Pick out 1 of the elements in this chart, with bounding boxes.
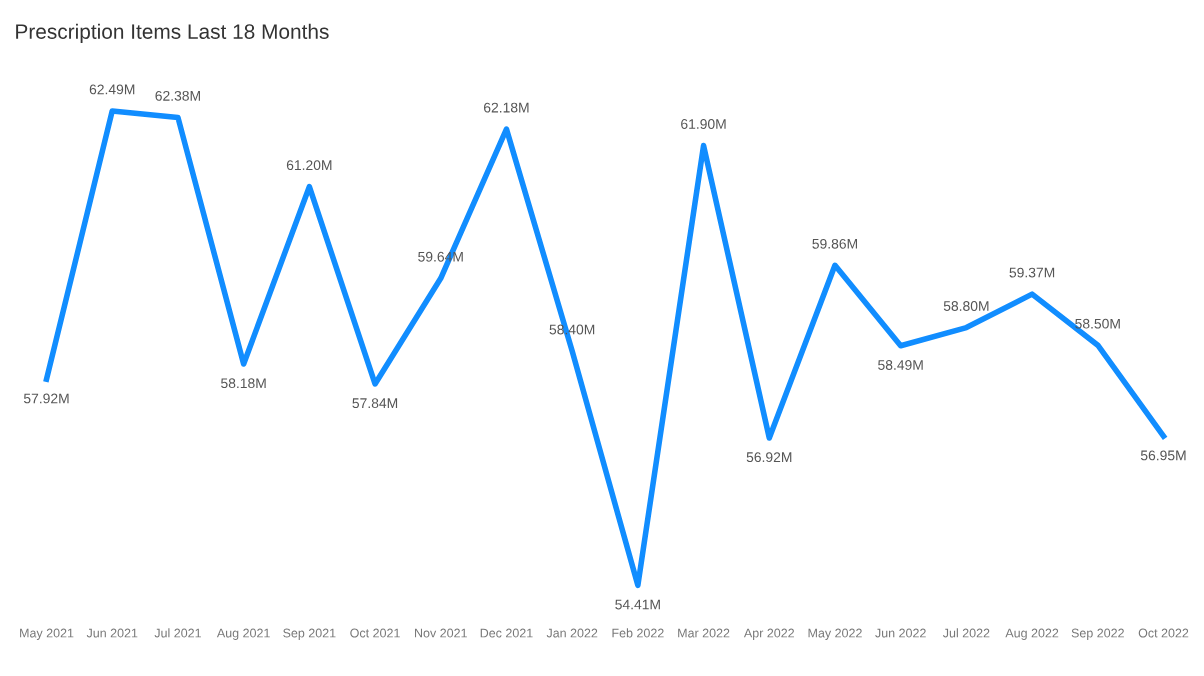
chart-title: Prescription Items Last 18 Months bbox=[16, 23, 329, 44]
